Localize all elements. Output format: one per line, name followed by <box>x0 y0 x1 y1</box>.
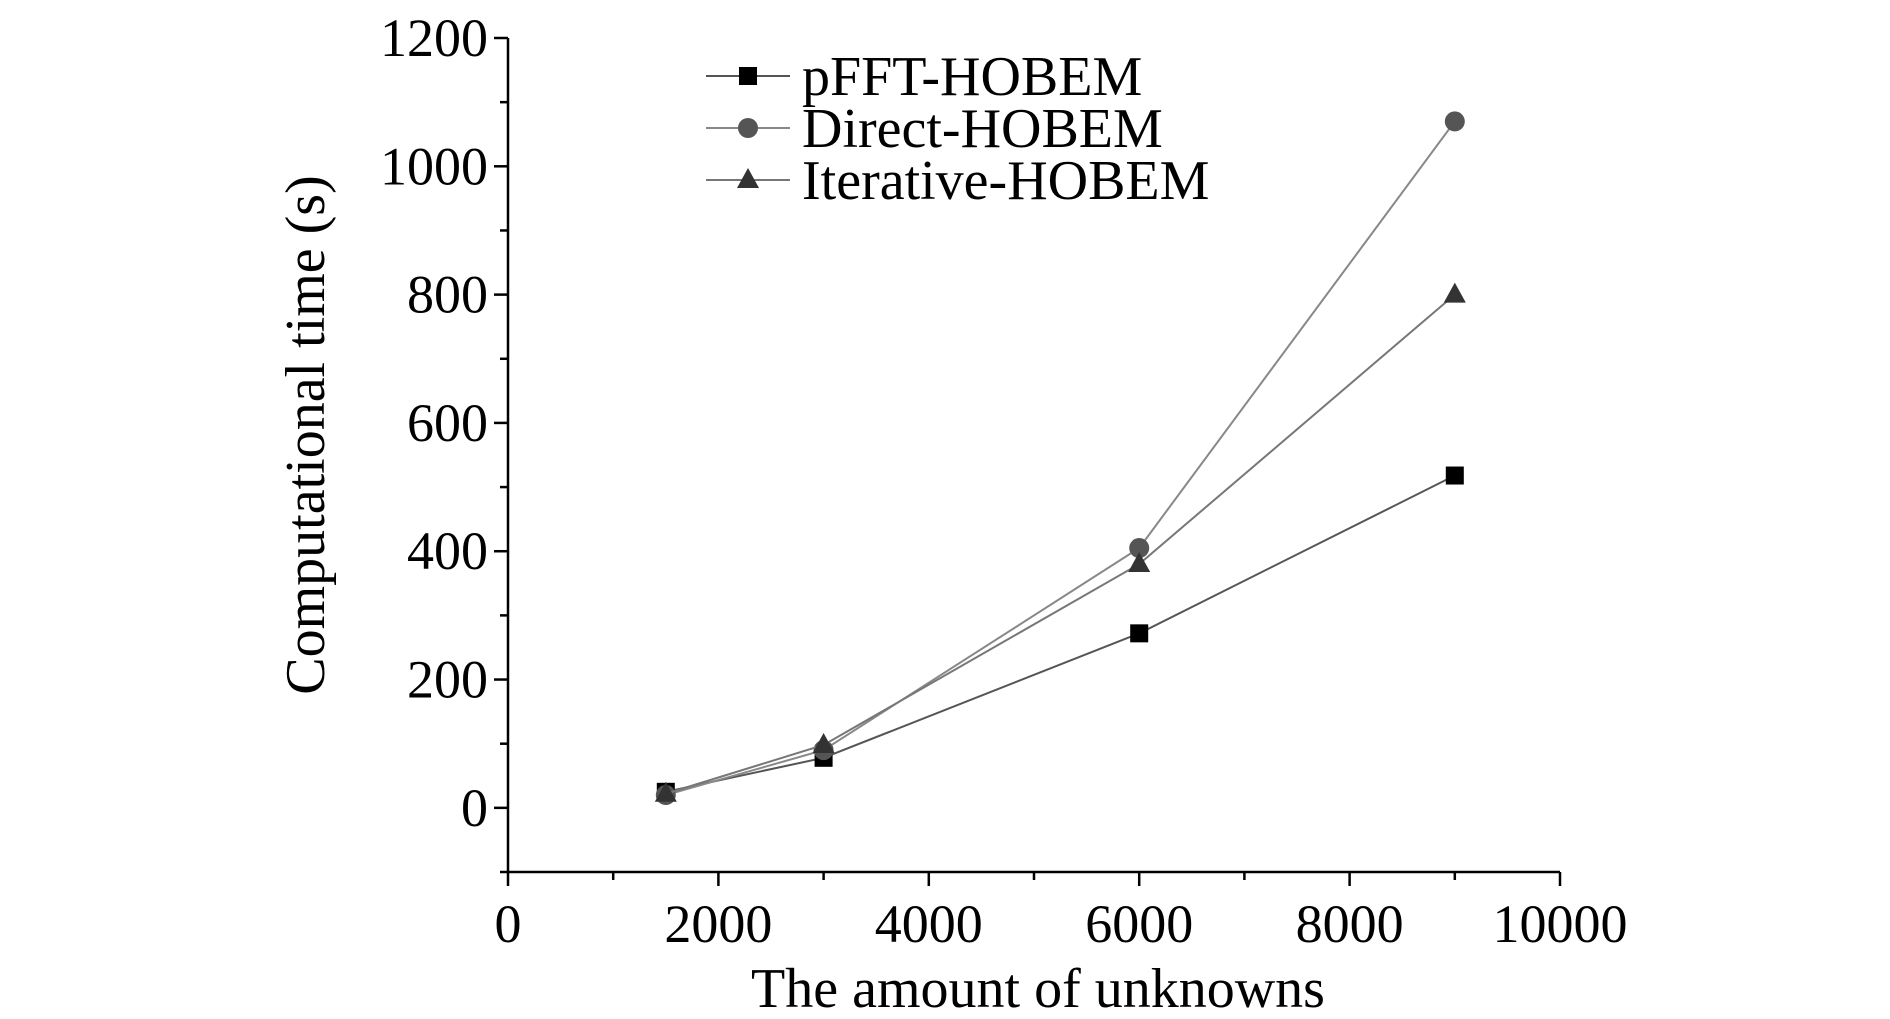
y-tick-label: 400 <box>407 521 488 581</box>
series-2 <box>654 282 1466 802</box>
x-tick-label: 2000 <box>664 894 772 954</box>
legend-label: Direct-HOBEM <box>802 98 1163 160</box>
legend-label: Iterative-HOBEM <box>802 150 1209 212</box>
legend-item: Iterative-HOBEM <box>706 150 1209 212</box>
legend-marker <box>737 168 759 188</box>
legend-marker <box>739 67 757 85</box>
y-ticks: 0 200 400 600 800 1000 1200 <box>380 8 508 874</box>
legend-item: pFFT-HOBEM <box>706 46 1142 108</box>
x-axis-title: The amount of unknowns <box>751 958 1325 1019</box>
legend-label: pFFT-HOBEM <box>802 46 1142 108</box>
series-line <box>665 474 1456 793</box>
legend-marker <box>738 118 758 138</box>
x-tick-label: 10000 <box>1493 894 1628 954</box>
data-point <box>1130 624 1149 643</box>
y-tick-label: 800 <box>407 265 488 325</box>
x-tick-label: 8000 <box>1296 894 1404 954</box>
data-point <box>1445 466 1464 485</box>
series-1 <box>655 111 1465 806</box>
x-tick-label: 0 <box>495 894 522 954</box>
data-point <box>1128 552 1151 573</box>
series-layer <box>654 111 1466 806</box>
data-point <box>1129 538 1150 559</box>
legend-item: Direct-HOBEM <box>706 98 1163 160</box>
data-point <box>1444 111 1465 132</box>
y-tick-label: 1000 <box>380 136 488 196</box>
x-ticks: 0 2000 4000 6000 8000 10000 <box>495 872 1628 954</box>
axes: 0 2000 4000 6000 8000 10000 0 200 400 600 800 1000… <box>380 8 1628 954</box>
y-axis-title: Computational time (s) <box>275 175 337 694</box>
y-tick-label: 1200 <box>380 8 488 68</box>
series-0 <box>656 466 1464 801</box>
series-line <box>665 293 1456 795</box>
series-line <box>665 120 1456 796</box>
y-tick-label: 0 <box>461 778 488 838</box>
x-tick-label: 4000 <box>875 894 983 954</box>
y-tick-label: 600 <box>407 393 488 453</box>
x-tick-label: 6000 <box>1085 894 1193 954</box>
data-point <box>1443 282 1466 303</box>
data-point <box>812 732 835 753</box>
y-tick-label: 200 <box>407 650 488 710</box>
data-point <box>654 781 677 802</box>
